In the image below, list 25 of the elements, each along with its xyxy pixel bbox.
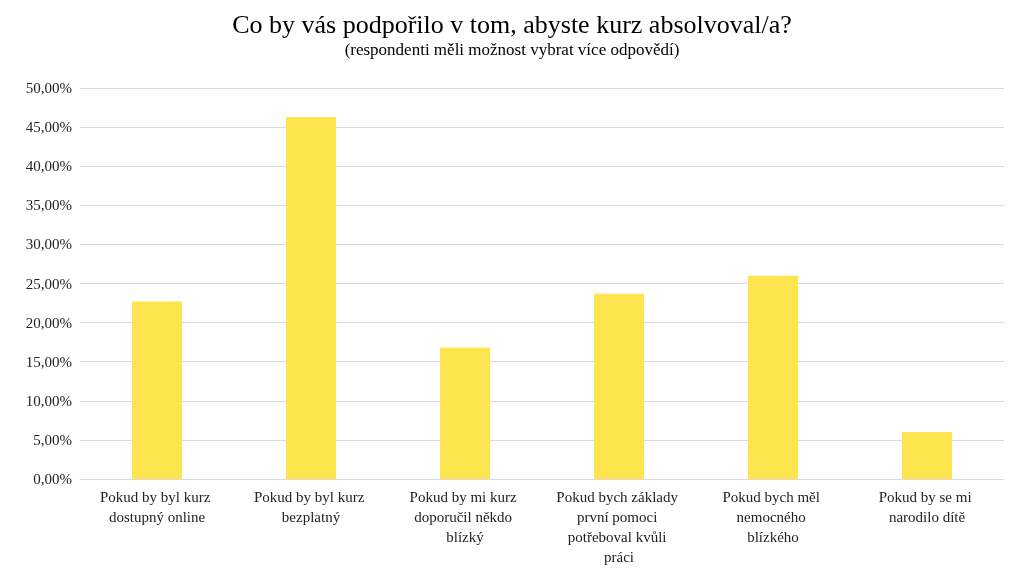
y-tick-label: 20,00% bbox=[25, 314, 72, 331]
x-tick-label: Pokud by byl kurz bezplatný bbox=[253, 489, 369, 525]
y-tick-label: 45,00% bbox=[25, 119, 72, 136]
y-tick-label: 50,00% bbox=[25, 80, 72, 96]
bar bbox=[286, 116, 336, 479]
bar bbox=[902, 432, 952, 479]
chart-title: Co by vás podpořilo v tom, abyste kurz absolvoval/a? bbox=[232, 9, 792, 39]
y-tick-label: 0,00% bbox=[33, 471, 72, 487]
x-tick-label: Pokud by mi kurz doporučil někdo blízký bbox=[409, 489, 521, 545]
bar bbox=[440, 347, 490, 479]
bar bbox=[748, 275, 798, 479]
y-tick-label: 35,00% bbox=[25, 197, 72, 214]
y-tick-label: 10,00% bbox=[25, 392, 72, 409]
y-tick-label: 15,00% bbox=[25, 353, 72, 370]
y-tick-label: 5,00% bbox=[33, 431, 72, 448]
x-tick-label: Pokud by byl kurz dostupný online bbox=[99, 489, 215, 525]
chart-subtitle: (respondenti měli možnost vybrat více odpovědí) bbox=[344, 40, 680, 59]
x-tick-label: Pokud bych základy první pomoci potřeboval kvůli práci bbox=[556, 489, 682, 565]
y-tick-label: 25,00% bbox=[25, 275, 72, 292]
x-tick-label: Pokud by se mi narodilo dítě bbox=[878, 489, 976, 525]
bar bbox=[594, 293, 644, 479]
y-tick-label: 40,00% bbox=[25, 158, 72, 175]
y-tick-label: 30,00% bbox=[25, 236, 72, 253]
bar bbox=[132, 301, 182, 479]
x-tick-label: Pokud bych měl nemocného blízkého bbox=[722, 489, 824, 545]
